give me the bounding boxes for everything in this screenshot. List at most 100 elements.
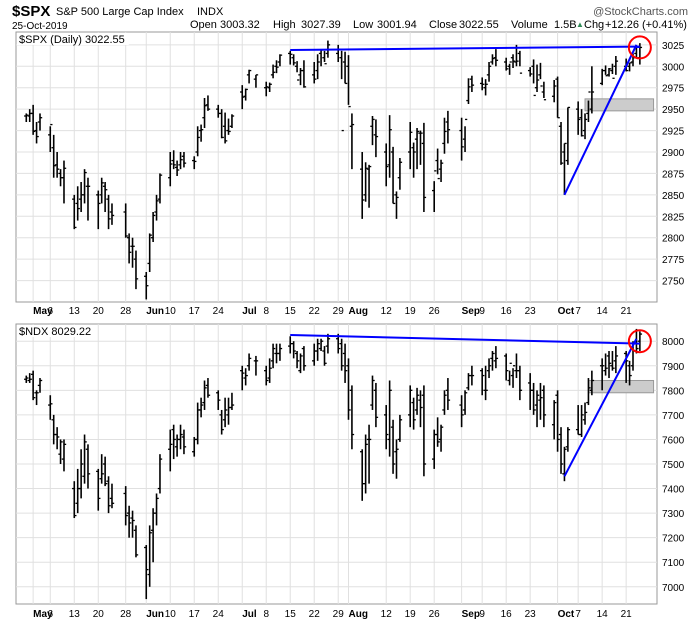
- x-tick-label: 24: [213, 306, 225, 317]
- ohlc-bar: [205, 378, 211, 398]
- ohlc-bar: [370, 375, 375, 410]
- ohlc-bar: [551, 80, 557, 103]
- y-tick-label: 3025: [662, 41, 685, 52]
- y-tick-label: 7400: [662, 485, 685, 496]
- ohlc-bar: [486, 358, 492, 379]
- ohlc-bar: [294, 351, 300, 369]
- ohlc-bar: [202, 98, 207, 128]
- ohlc-bar: [394, 191, 399, 219]
- ohlc-bar: [48, 395, 53, 420]
- ohlc-bar: [181, 152, 187, 168]
- ohlc-bar: [541, 81, 547, 101]
- y-tick-label: 2775: [662, 255, 685, 266]
- ohlc-bar: [277, 343, 283, 361]
- ohlc-bar: [551, 400, 557, 440]
- ohlc-bar: [442, 390, 447, 415]
- ohlc-bar: [133, 525, 139, 558]
- ohlc-bar: [510, 54, 516, 68]
- ohlc-bar: [322, 50, 327, 65]
- ohlc-bar: [243, 88, 248, 101]
- ohlc-bar: [226, 118, 231, 135]
- ohlc-bar: [387, 115, 392, 178]
- ohlc-bar: [267, 82, 272, 92]
- ohlc-bar: [325, 333, 331, 354]
- x-tick-label: 28: [120, 609, 132, 620]
- ohlc-bar: [96, 190, 101, 230]
- ohlc-bar: [462, 118, 468, 152]
- y-tick-label: 7800: [662, 386, 685, 397]
- ohlc-bar: [192, 156, 197, 170]
- ohlc-bar: [431, 170, 437, 212]
- ohlc-bar: [606, 351, 612, 379]
- ohlc-bar: [483, 79, 488, 96]
- ohlc-bar: [384, 405, 389, 450]
- ohlc-bar: [510, 365, 516, 388]
- panel-title: $NDX 8029.22: [19, 326, 91, 338]
- ohlc-bar: [442, 117, 447, 154]
- ohlc-bar: [99, 454, 104, 484]
- ohlc-bar: [418, 130, 423, 165]
- ohlc-bar: [264, 365, 269, 386]
- ohlc-bar: [240, 85, 245, 110]
- ohlc-bar: [538, 62, 543, 87]
- ohlc-bar: [418, 390, 423, 428]
- ohlc-bar: [222, 397, 228, 428]
- x-tick-label: 12: [381, 609, 393, 620]
- ohlc-bar: [109, 203, 115, 225]
- ohlc-bar: [610, 351, 615, 371]
- ohlc-bar: [126, 505, 132, 538]
- high-label: High: [273, 19, 296, 31]
- x-tick-label: 23: [525, 609, 537, 620]
- ohlc-bar: [397, 158, 403, 190]
- ohlc-bar: [555, 76, 560, 119]
- ohlc-bar: [102, 456, 108, 487]
- x-tick-label: Sep: [462, 609, 480, 620]
- ohlc-bar: [531, 382, 536, 415]
- trendline: [563, 44, 638, 196]
- x-tick-label: 10: [165, 306, 177, 317]
- ohlc-bar: [85, 444, 91, 489]
- y-tick-label: 2750: [662, 277, 685, 288]
- ohlc-bar: [517, 365, 523, 401]
- ohlc-bar: [318, 338, 324, 352]
- x-tick-label: Oct: [558, 609, 575, 620]
- ohlc-bar: [27, 373, 32, 383]
- ohlc-bar: [126, 233, 132, 264]
- ohlc-bar: [483, 365, 488, 401]
- ohlc-bar: [106, 476, 111, 514]
- ohlc-bar: [72, 481, 77, 519]
- ohlc-bar: [507, 362, 512, 386]
- x-tick-label: 12: [381, 306, 393, 317]
- x-tick-label: Jun: [146, 306, 164, 317]
- ohlc-bar: [133, 250, 139, 290]
- ohlc-bar: [130, 237, 135, 268]
- ohlc-bar: [565, 106, 571, 165]
- ohlc-bar: [171, 424, 176, 460]
- ohlc-bar: [384, 143, 389, 187]
- volume-value: 1.5B: [554, 19, 577, 31]
- ohlc-bar: [579, 405, 584, 437]
- x-tick-label: 9: [479, 306, 485, 317]
- x-tick-label: 8: [263, 306, 269, 317]
- ohlc-bar: [339, 50, 344, 132]
- ohlc-bar: [168, 152, 173, 187]
- x-tick-label: Oct: [558, 306, 575, 317]
- close-value: 3022.55: [459, 19, 499, 31]
- x-tick-label: 13: [69, 306, 81, 317]
- ohlc-bar: [414, 128, 420, 170]
- ohlc-bar: [37, 378, 43, 393]
- header-date: 25-Oct-2019: [12, 21, 68, 32]
- ohlc-bar: [78, 449, 84, 499]
- ohlc-bar: [219, 109, 224, 139]
- ohlc-bar: [575, 101, 581, 135]
- ohlc-bar: [147, 233, 152, 272]
- x-tick-label: 21: [621, 306, 633, 317]
- ohlc-bar: [531, 59, 536, 97]
- header-name: S&P 500 Large Cap Index: [56, 6, 184, 18]
- ohlc-bar: [342, 51, 348, 85]
- x-tick-label: 6: [47, 609, 53, 620]
- ohlc-bar: [48, 123, 53, 152]
- x-tick-label: 14: [597, 609, 609, 620]
- ohlc-bar: [198, 397, 204, 418]
